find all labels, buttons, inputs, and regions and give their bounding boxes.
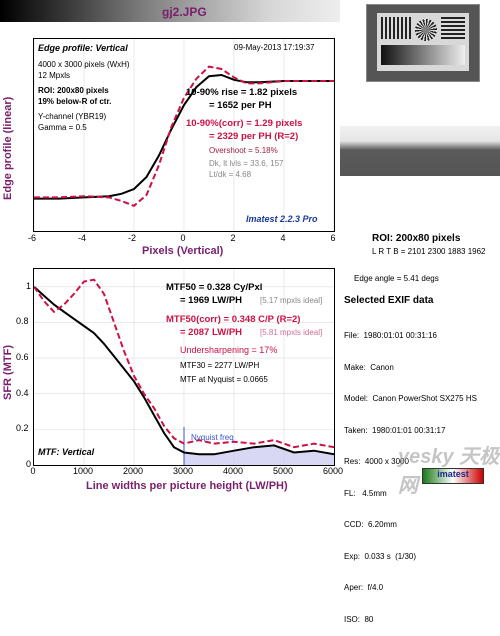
edge-ylabel: Edge profile (linear) xyxy=(2,96,14,200)
gray-scale-strip xyxy=(0,0,340,22)
roi-title: ROI: 200x80 pixels xyxy=(372,233,461,244)
exif-fl: FL: 4.5mm xyxy=(344,488,387,498)
mtf-xtick-label: 4000 xyxy=(223,466,244,476)
mtf-ytick-label: 0.2 xyxy=(16,423,29,434)
mtf50-1: MTF50 = 0.328 Cy/Pxl xyxy=(166,282,263,293)
exif-file: File: 1980:01:01 00:31:16 xyxy=(344,331,437,340)
edge-xtick-label: 0 xyxy=(180,233,186,243)
mtf50c-2: = 2087 LW/PH xyxy=(180,327,243,338)
mtf-xtick-label: 5000 xyxy=(273,466,294,476)
file-title: gj2.JPG xyxy=(162,5,207,19)
edge-xlabel: Pixels (Vertical) xyxy=(142,245,224,257)
undersharpening: Undersharpening = 17% xyxy=(180,345,278,355)
yesky-watermark: yesky 天极网 xyxy=(398,446,500,497)
exif-taken: Taken: 1980:01:01 00:31:17 xyxy=(344,425,446,435)
mtf50-ideal: [5.17 mpxls ideal] xyxy=(260,296,323,305)
mtf-xtick-label: 6000 xyxy=(323,466,344,476)
imatest-logo-text: imatest xyxy=(437,469,469,479)
mtf30: MTF30 = 2277 LW/PH xyxy=(180,361,260,370)
edge-series-corr xyxy=(34,65,334,207)
mtf-ytick-label: 0.8 xyxy=(16,316,29,327)
mtf50-2: = 1969 LW/PH xyxy=(180,295,243,306)
edge-box-title: Edge profile: Vertical xyxy=(38,43,128,53)
edge-profile-plot: Edge profile: Vertical 09-May-2013 17:19… xyxy=(33,38,335,232)
exif-title: Selected EXIF data xyxy=(344,295,434,306)
exif-make: Make: Canon xyxy=(344,362,394,372)
edge-dk-2: Lt/dk = 4.68 xyxy=(209,170,252,179)
exif-ccd: CCD: 6.20mm xyxy=(344,520,397,529)
edge-xtick-label: 4 xyxy=(280,233,286,243)
mtf-series-MTFcorr xyxy=(34,278,334,449)
mtf-ytick-label: 0.6 xyxy=(16,352,29,363)
edge-angle: Edge angle = 5.41 degs xyxy=(354,274,439,283)
mtf-ytick-label: 0 xyxy=(26,459,32,469)
mtf-xtick-label: 1000 xyxy=(73,466,94,476)
mtf-chart xyxy=(34,269,334,465)
mtf-ytick-label: 0.4 xyxy=(16,387,29,398)
edge-xtick-label: -2 xyxy=(128,233,137,243)
mtf-xtick-label: 2000 xyxy=(123,466,144,476)
edge-rise-2: = 1652 per PH xyxy=(209,100,272,111)
edge-rise-1: 10-90% rise = 1.82 pixels xyxy=(186,87,298,98)
edge-dk-1: Dk, lt lvls = 33.6, 157 xyxy=(209,159,284,168)
mtf-box-title: MTF: Vertical xyxy=(38,447,95,457)
edge-roi-1: ROI: 200x80 pixels xyxy=(38,86,109,95)
edge-rise-corr-2: = 2329 per PH (R=2) xyxy=(209,131,299,142)
mtf-nyquist-value: MTF at Nyquist = 0.0665 xyxy=(180,375,268,384)
mtf-xtick-label: 0 xyxy=(30,466,36,476)
mtf-series-MTF xyxy=(34,286,334,456)
edge-overshoot: Overshoot = 5.18% xyxy=(209,146,278,155)
exif-res: Res: 4000 x 3000 xyxy=(344,457,409,466)
mtf-ytick-label: 1 xyxy=(26,280,32,291)
exif-model: Model: Canon PowerShot SX275 HS xyxy=(344,394,477,403)
edge-roi-2: 19% below-R of ctr. xyxy=(38,97,112,106)
mtf-beyond-nyquist-area xyxy=(184,445,334,465)
edge-xtick-label: -4 xyxy=(78,233,87,243)
edge-channel-1: Y-channel (YBR19) xyxy=(38,112,107,121)
edge-series-raw xyxy=(34,73,334,200)
roi-crop-image xyxy=(340,126,500,176)
edge-info-2: 12 Mpxls xyxy=(38,71,71,80)
mtf-ylabel: SFR (MTF) xyxy=(2,345,14,400)
exif-iso: ISO: 80 xyxy=(344,614,374,624)
edge-channel-2: Gamma = 0.5 xyxy=(38,123,87,132)
mtf50c-1: MTF50(corr) = 0.348 C/P (R=2) xyxy=(166,314,301,325)
imatest-logo: imatest xyxy=(422,468,484,484)
test-chart-thumbnail xyxy=(366,4,480,82)
mtf-plot: MTF50 = 0.328 Cy/Pxl = 1969 LW/PH [5.17 … xyxy=(33,268,335,466)
edge-profile-chart xyxy=(34,39,334,231)
mtf-xtick-label: 3000 xyxy=(173,466,194,476)
edge-xtick-label: 2 xyxy=(230,233,236,243)
mtf50c-ideal: [5.81 mpxls ideal] xyxy=(260,328,323,337)
exif-exp: Exp: 0.033 s (1/30) xyxy=(344,551,417,561)
imatest-version: Imatest 2.2.3 Pro xyxy=(246,214,318,224)
edge-info-1: 4000 x 3000 pixels (WxH) xyxy=(38,60,130,69)
edge-date: 09-May-2013 17:19:37 xyxy=(234,43,315,52)
mtf-xlabel: Line widths per picture height (LW/PH) xyxy=(86,480,288,492)
edge-xtick-label: -6 xyxy=(28,233,37,243)
nyquist-label: Nyquist freq xyxy=(191,433,234,442)
edge-xtick-label: 6 xyxy=(330,233,336,243)
edge-rise-corr-1: 10-90%(corr) = 1.29 pixels xyxy=(186,118,303,129)
roi-lrtb: L R T B = 2101 2300 1883 1962 xyxy=(372,247,486,256)
exif-aper: Aper: f/4.0 xyxy=(344,583,384,592)
